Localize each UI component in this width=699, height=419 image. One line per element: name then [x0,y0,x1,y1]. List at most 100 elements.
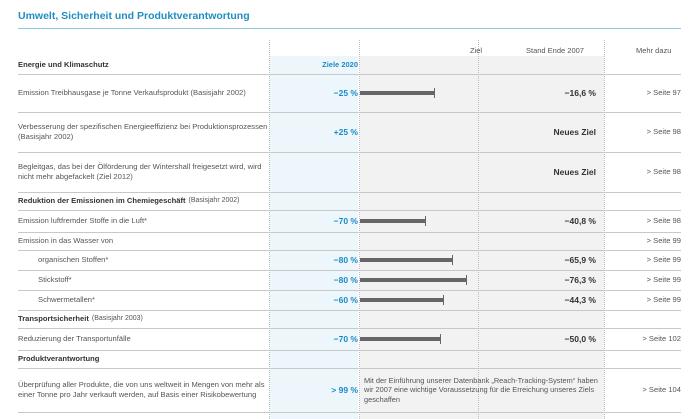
column-divider [269,40,270,419]
status-value: Neues Ziel [553,127,596,137]
section-label: Reduktion der Emissionen im Chemiegeschä… [18,192,268,210]
row-label: Verbesserung der spezifischen Energieeff… [18,112,268,152]
row-label-text: Emission Treibhausgase je Tonne Verkaufs… [18,88,246,97]
section-note: (Basisjahr 2003) [91,315,143,322]
row-label-text: Transportsicherheit [18,314,89,323]
target-value: > 99 % [331,385,358,395]
row-label: Reduzierung der Transportunfälle [18,328,268,350]
status-cell: −65,9 % [360,250,604,270]
table-row: organischen Stoffen* −80 % −65,9 % > Seite … [18,250,681,271]
row-label-text: Emission luftfremder Stoffe in die Luft* [18,216,148,225]
section-header-row: Transportsicherheit (Basisjahr 2003) [18,310,681,329]
progress-bar [360,295,444,305]
table-row: Verbesserung der spezifischen Energieeff… [18,112,681,153]
status-value: −44,3 % [564,295,596,305]
row-label: Emission in das Wasser von [18,232,268,250]
section-header-row: Reduktion der Emissionen im Chemiegeschä… [18,192,681,211]
row-label-text: Energie und Klimaschutz [18,60,109,69]
row-label-text: Stickstoff* [38,275,72,284]
row-label-text: Reduzierung der Transportunfälle [18,334,131,343]
status-value: −65,9 % [564,255,596,265]
status-cell: −50,0 % [360,328,604,350]
section-header-row: Energie und Klimaschutz Ziele 2020 [18,56,681,75]
row-label-text: Überprüfung aller Produkte, die von uns … [18,380,265,399]
target-value: −60 % [333,295,358,305]
table-row: Emission Treibhausgase je Tonne Verkaufs… [18,74,681,113]
more-column-bg [606,56,681,419]
target-column-bg [270,56,358,419]
status-cell: Neues Ziel [360,112,604,152]
section-label: Produktverantwortung [18,350,268,368]
row-label: Emission luftfremder Stoffe in die Luft* [18,210,268,232]
target-value: −70 % [333,334,358,344]
table-row: Emission in das Wasser von > Seite 99 [18,232,681,251]
page-reference-link[interactable]: > Seite 104 [642,385,681,394]
status-value: −16,6 % [564,88,596,98]
page-reference-link[interactable]: > Seite 102 [642,334,681,343]
row-label: Emission Treibhausgase je Tonne Verkaufs… [18,74,268,112]
status-value: −76,3 % [564,275,596,285]
table-row: Emission luftfremder Stoffe in die Luft*… [18,210,681,233]
row-label: Überprüfung aller Produkte, die von uns … [18,368,268,412]
section-header-row: Produktverantwortung [18,350,681,369]
page-reference-link[interactable]: > Seite 98 [646,127,681,136]
status-cell: −16,6 % [360,74,604,112]
status-cell: −44,3 % [360,290,604,310]
section-label: Transportsicherheit (Basisjahr 2003) [18,310,268,328]
target-value: −80 % [333,275,358,285]
progress-bar [360,216,426,226]
header-stand: Stand Ende 2007 [526,46,584,55]
progress-bar [360,255,453,265]
row-label: Begleitgas, das bei der Ölförderung der … [18,152,268,192]
page-reference-link[interactable]: > Seite 99 [646,275,681,284]
section-note: (Basisjahr 2002) [188,197,240,204]
target-marker-line [478,40,479,419]
page-reference-link[interactable]: > Seite 98 [646,167,681,176]
table-row: Begleitgas, das bei der Ölförderung der … [18,152,681,193]
target-value: +25 % [333,127,358,137]
row-label: organischen Stoffen* [18,250,268,270]
status-value: −40,8 % [564,216,596,226]
row-label-text: Emission in das Wasser von [18,236,114,245]
title-divider [18,28,681,29]
column-divider [359,40,360,419]
status-value: Neues Ziel [553,167,596,177]
target-value: −25 % [333,88,358,98]
page-reference-link[interactable]: > Seite 99 [646,236,681,245]
target-value: −70 % [333,216,358,226]
table-row: Reduzierung der Transportunfälle −70 % −50… [18,328,681,351]
target-value: Ziele 2020 [322,60,358,69]
page-reference-link[interactable]: > Seite 97 [646,88,681,97]
row-label: Stickstoff* [18,270,268,290]
status-cell: Mit der Einführung unserer Datenbank „Re… [360,368,604,412]
status-column-bg [360,56,604,419]
page-reference-link[interactable]: > Seite 99 [646,295,681,304]
header-ziel: Ziel [470,46,483,55]
status-value: −50,0 % [564,334,596,344]
row-label-text: Produktverantwortung [18,354,100,363]
row-label-text: Verbesserung der spezifischen Energieeff… [18,122,268,141]
row-label-text: organischen Stoffen* [38,255,109,264]
header-more: Mehr dazu [636,46,672,55]
table-row: Stickstoff* −80 % −76,3 % > Seite 99 [18,270,681,291]
target-value: −80 % [333,255,358,265]
status-text: Mit der Einführung unserer Datenbank „Re… [364,375,598,404]
status-cell [360,232,604,250]
status-cell: Neues Ziel [360,152,604,192]
table-row: Überprüfung aller Produkte, die von uns … [18,368,681,413]
column-divider [604,40,605,419]
status-cell: −76,3 % [360,270,604,290]
row-label: Schwermetallen* [18,290,268,310]
page-reference-link[interactable]: > Seite 99 [646,255,681,264]
table-row: Schwermetallen* −60 % −44,3 % > Seite 99 [18,290,681,311]
page-reference-link[interactable]: > Seite 98 [646,216,681,225]
row-label-text: Begleitgas, das bei der Ölförderung der … [18,162,262,181]
row-label-text: Schwermetallen* [38,295,95,304]
progress-bar [360,275,467,285]
progress-bar [360,334,441,344]
status-cell: −40,8 % [360,210,604,232]
row-label-text: Reduktion der Emissionen im Chemiegeschä… [18,196,186,205]
progress-bar [360,88,435,98]
page-title: Umwelt, Sicherheit und Produktverantwort… [18,10,250,22]
